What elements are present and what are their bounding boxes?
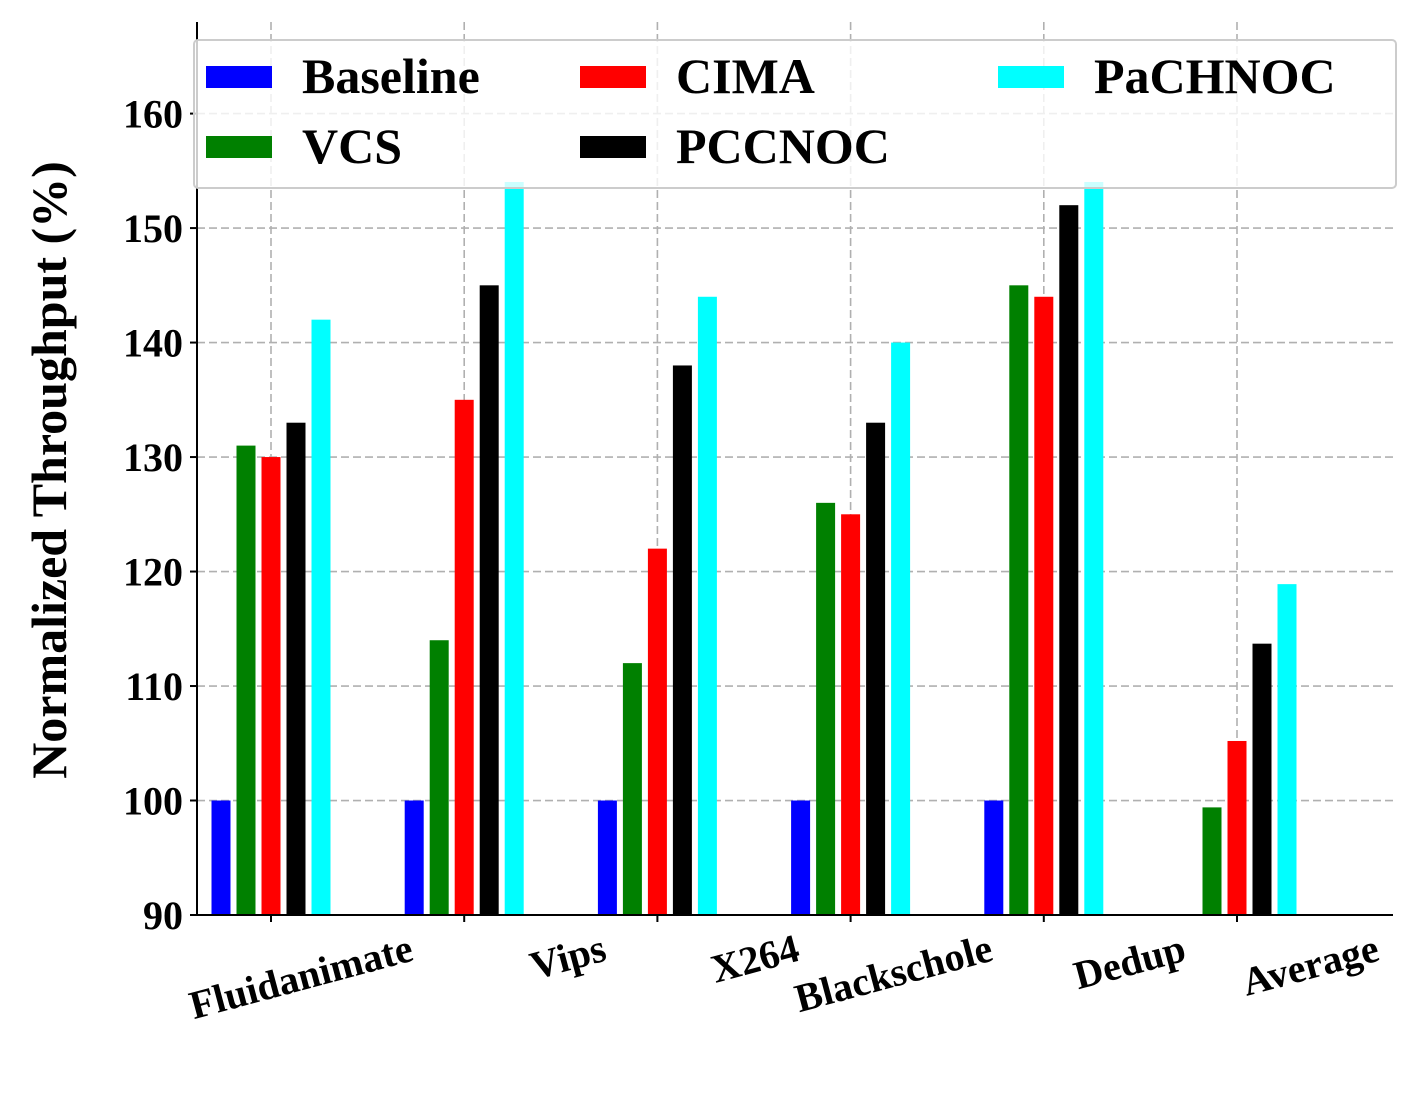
legend-swatch-cima (580, 66, 646, 88)
legend-label-pachnoc: PaCHNOC (1094, 48, 1336, 104)
bar-vcs (1009, 285, 1029, 915)
bar-baseline (597, 800, 617, 915)
x-tick-label: Blackschole (790, 925, 997, 1021)
y-tick-label: 110 (125, 664, 183, 709)
bar-pccnoc (286, 422, 306, 915)
y-tick-label: 150 (123, 206, 183, 251)
legend-label-baseline: Baseline (302, 48, 480, 104)
legend-swatch-baseline (206, 66, 272, 88)
legend-label-cima: CIMA (676, 48, 815, 104)
y-tick-label: 120 (123, 550, 183, 595)
bar-cima (647, 548, 667, 915)
x-tick-label: X264 (706, 925, 804, 991)
legend-swatch-pachnoc (998, 66, 1064, 88)
legend-label-vcs: VCS (302, 118, 402, 174)
bar-pachnoc (891, 342, 911, 916)
bar-baseline (404, 800, 424, 915)
legend-frame (193, 39, 1397, 189)
bar-cima (841, 514, 861, 915)
bar-vcs (816, 502, 836, 915)
legend-swatch-pccnoc (580, 136, 646, 158)
x-tick-label: Vips (525, 925, 610, 988)
legend-swatch-vcs (206, 136, 272, 158)
bar-pccnoc (1059, 205, 1079, 915)
y-tick-label: 160 (123, 92, 183, 137)
bars (211, 182, 1297, 916)
bar-pccnoc (672, 365, 692, 915)
x-tick-label: Average (1237, 925, 1383, 1004)
y-ticks: 90 100 110 120 130 140 150 160 (123, 92, 197, 938)
bar-cima (261, 457, 281, 915)
bar-pccnoc (1252, 643, 1272, 915)
y-tick-label: 130 (123, 435, 183, 480)
bar-baseline (791, 800, 811, 915)
x-tick-label: Dedup (1069, 925, 1190, 998)
legend: Baseline VCS CIMA PCCNOC PaCHNOC (193, 39, 1397, 189)
bar-pachnoc (1277, 584, 1297, 915)
bar-vcs (1202, 807, 1222, 915)
bar-baseline (984, 800, 1004, 915)
bar-cima (1034, 296, 1054, 915)
y-tick-label: 100 (123, 779, 183, 824)
bar-pachnoc (504, 182, 524, 915)
y-axis-label: Normalized Throughput (%) (21, 161, 77, 779)
x-tick-label: Fluidanimate (185, 925, 418, 1028)
bar-pccnoc (479, 285, 499, 915)
bar-pachnoc (311, 319, 331, 916)
bar-baseline (211, 800, 231, 915)
bar-cima (1227, 740, 1247, 915)
bar-vcs (429, 640, 449, 915)
bar-pccnoc (866, 422, 886, 915)
bar-vcs (622, 663, 642, 915)
bar-pachnoc (1084, 182, 1104, 915)
legend-label-pccnoc: PCCNOC (676, 118, 890, 174)
bar-pachnoc (697, 296, 717, 915)
y-tick-label: 90 (143, 893, 183, 938)
bar-cima (454, 399, 474, 915)
bar-vcs (236, 445, 256, 915)
y-tick-label: 140 (123, 321, 183, 366)
